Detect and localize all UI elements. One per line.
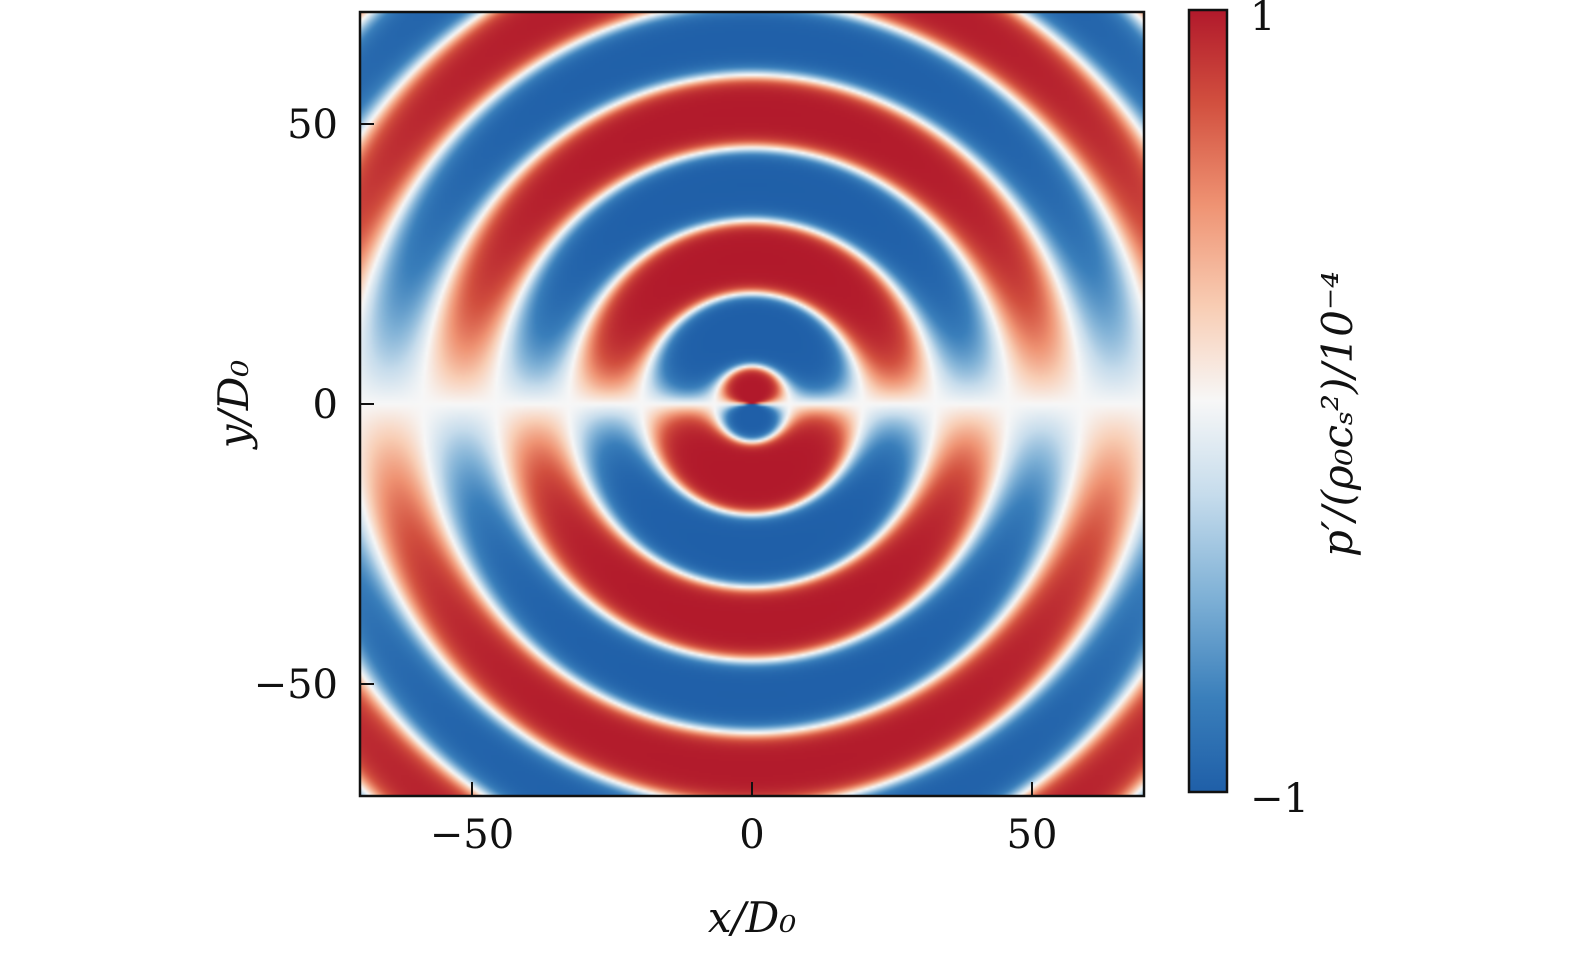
plot-area [358, 10, 1146, 798]
heatmap-field [360, 12, 1144, 796]
x-tick-label: −50 [430, 812, 514, 858]
x-axis-label: x/D₀ [708, 893, 797, 942]
y-axis-label: y/D₀ [209, 360, 258, 451]
y-tick-label: 0 [313, 382, 338, 428]
colorbar-max-label: 1 [1250, 0, 1275, 40]
x-tick-label: 50 [1007, 812, 1058, 858]
colorbar-bar [1187, 8, 1229, 794]
y-axis: 50 0 −50 [254, 102, 374, 708]
y-tick-label: 50 [287, 102, 338, 148]
colorbar-label: p′/(ρ₀cₛ²)/10⁻⁴ [1313, 271, 1362, 557]
colorbar-min-label: −1 [1250, 776, 1309, 822]
colorbar: 1 −1 p′/(ρ₀cₛ²)/10⁻⁴ [1187, 0, 1362, 822]
x-tick-label: 0 [739, 812, 764, 858]
y-tick-label: −50 [254, 662, 338, 708]
x-axis: −50 0 50 [430, 782, 1058, 858]
